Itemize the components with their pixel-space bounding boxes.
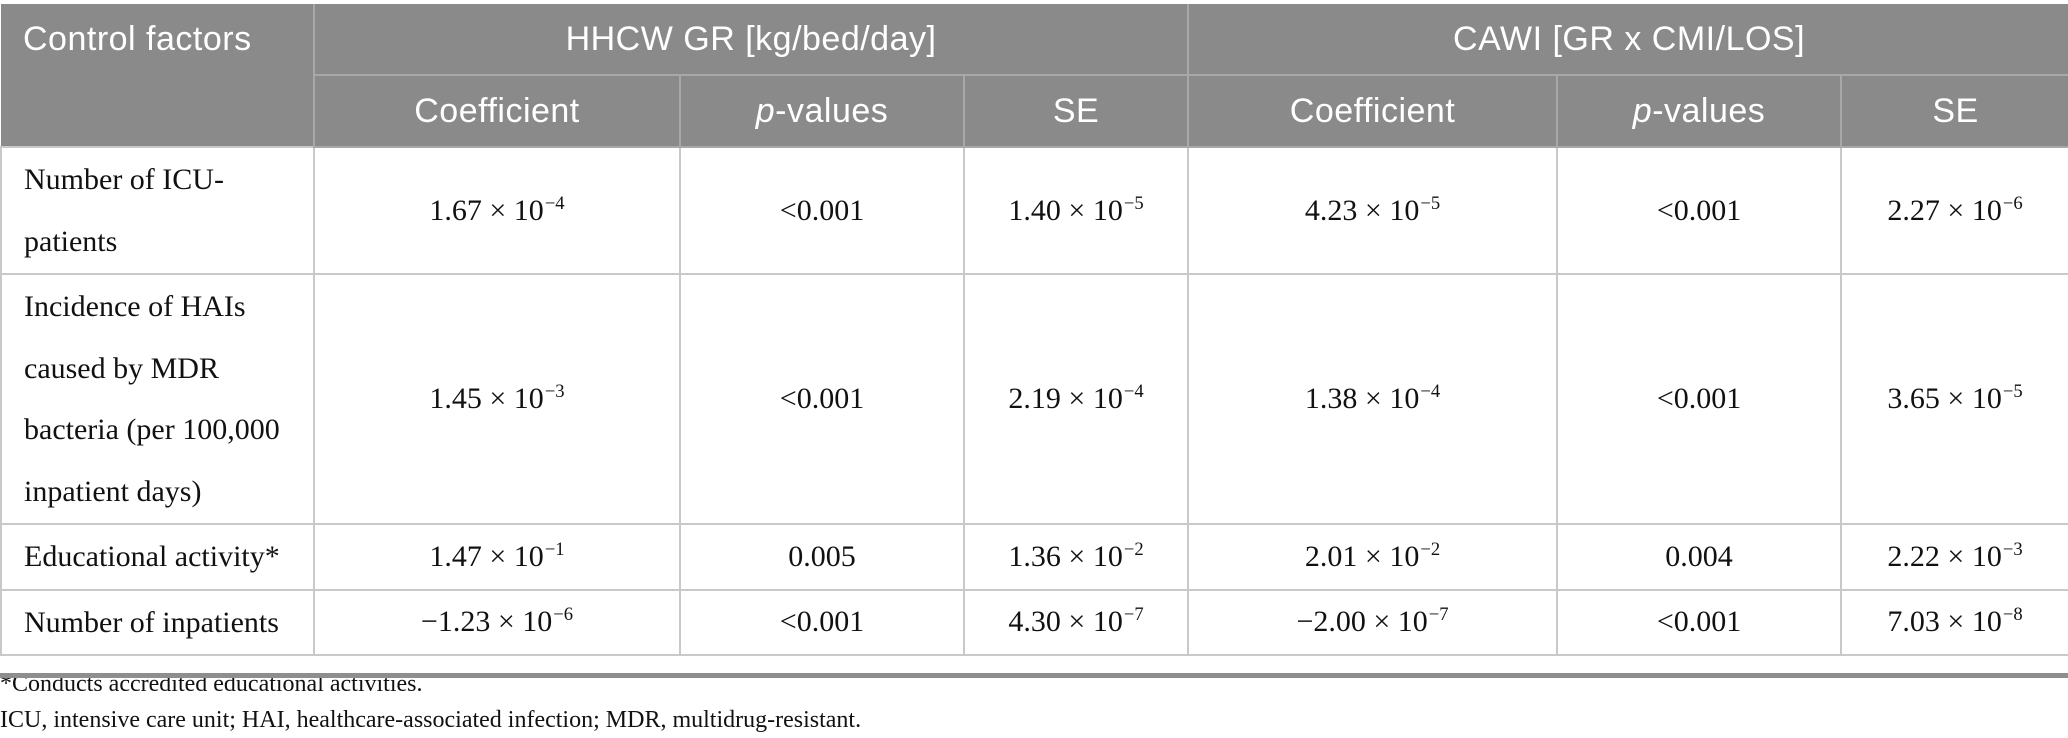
table-row: Incidence of HAIs caused by MDR bacteria… — [0, 273, 2068, 525]
subheader-hhcw-p-values: p-values — [679, 74, 965, 148]
value-exponent: −2 — [1123, 538, 1144, 560]
factor-cell: Number of ICU- patients — [0, 146, 315, 275]
value-text: 1.47 × 10 — [429, 539, 544, 573]
value-text: 2.22 × 10 — [1887, 539, 2002, 573]
value-exponent: −6 — [553, 604, 574, 626]
value-cell: <0.001 — [679, 588, 965, 656]
table-body: Number of ICU- patients 1.67 × 10−4 <0.001… — [0, 146, 2068, 656]
value-cell: 1.47 × 10−1 — [313, 523, 681, 591]
value-cell: 2.27 × 10−6 — [1840, 146, 2068, 275]
factor-cell: Educational activity* — [0, 523, 315, 591]
value-text: 4.23 × 10 — [1304, 193, 1420, 227]
bottom-rule — [0, 673, 2068, 678]
factor-cell: Number of inpatients — [0, 588, 315, 656]
subheader-hhcw-se: SE — [962, 74, 1190, 148]
control-factors-header: Control factors — [1, 4, 315, 147]
group-header-row: Control factors HHCW GR [kg/bed/day] CAW… — [1, 4, 2068, 147]
control-factors-table: Control factors HHCW GR [kg/bed/day] CAW… — [0, 4, 2068, 656]
value-cell: 1.40 × 10−5 — [962, 146, 1190, 275]
value-exponent: −6 — [2002, 192, 2023, 214]
value-text: 4.30 × 10 — [1008, 605, 1123, 639]
value-text: <0.001 — [1656, 605, 1742, 639]
value-cell: 4.23 × 10−5 — [1187, 146, 1559, 275]
value-text: 1.36 × 10 — [1008, 539, 1123, 573]
footnote-asterisk: *Conducts accredited educational activit… — [0, 671, 423, 697]
value-exponent: −3 — [544, 381, 565, 402]
value-cell: 2.22 × 10−3 — [1840, 523, 2068, 591]
value-cell: 0.004 — [1556, 523, 1843, 591]
value-text: 2.19 × 10 — [1008, 382, 1123, 415]
subheader-row: Coefficient p-values SE Coefficient p-va… — [1, 74, 2068, 148]
value-text: <0.001 — [1656, 193, 1742, 227]
value-text: 2.01 × 10 — [1304, 539, 1420, 573]
value-cell: <0.001 — [679, 273, 965, 525]
value-text: 1.38 × 10 — [1304, 382, 1420, 415]
value-exponent: −4 — [1123, 381, 1144, 402]
value-text: 1.45 × 10 — [429, 382, 544, 415]
regression-table-figure: Control factors HHCW GR [kg/bed/day] CAW… — [0, 4, 2068, 733]
value-exponent: −3 — [2002, 538, 2023, 560]
value-cell: 7.03 × 10−8 — [1840, 588, 2068, 656]
value-exponent: −1 — [544, 538, 565, 560]
value-exponent: −4 — [544, 192, 565, 214]
value-cell: 1.36 × 10−2 — [962, 523, 1190, 591]
value-exponent: −4 — [1420, 381, 1441, 402]
value-text: <0.001 — [779, 605, 865, 639]
value-text: <0.001 — [779, 193, 865, 227]
value-cell: 2.19 × 10−4 — [962, 273, 1190, 525]
value-exponent: −8 — [2002, 604, 2023, 626]
value-cell: 3.65 × 10−5 — [1840, 273, 2068, 525]
subheader-cawi-p-values: p-values — [1556, 74, 1843, 148]
subheader-italic-part: p — [755, 91, 776, 130]
subheader-label: Coefficient — [414, 91, 580, 130]
group-header-hhcw-gr: HHCW GR [kg/bed/day] — [312, 4, 1190, 76]
subheader-hhcw-coefficient: Coefficient — [313, 74, 681, 148]
value-cell: 1.38 × 10−4 — [1187, 273, 1559, 525]
subheader-cawi-se: SE — [1840, 74, 2068, 148]
value-cell: 1.67 × 10−4 — [313, 146, 681, 275]
subheader-cawi-coefficient: Coefficient — [1187, 74, 1559, 148]
value-cell: 0.005 — [679, 523, 965, 591]
table-row: Number of inpatients −1.23 × 10−6 <0.001 4.… — [0, 588, 2068, 656]
value-exponent: −5 — [1420, 192, 1441, 214]
subheader-label: SE — [1932, 91, 1979, 130]
value-text: <0.001 — [1656, 382, 1742, 415]
value-text: −2.00 × 10 — [1296, 605, 1428, 639]
value-text: <0.001 — [779, 382, 865, 415]
subheader-italic-part: p — [1632, 91, 1653, 130]
table-row: Educational activity* 1.47 × 10−1 0.005 1.3… — [0, 523, 2068, 591]
subheader-label: -values — [1652, 91, 1766, 130]
footnote-abbreviations: ICU, intensive care unit; HAI, healthcar… — [0, 707, 862, 733]
value-cell: <0.001 — [679, 146, 965, 275]
value-text: 0.004 — [1665, 539, 1733, 573]
value-cell: 2.01 × 10−2 — [1187, 523, 1559, 591]
value-exponent: −2 — [1420, 538, 1441, 560]
subheader-label: Coefficient — [1289, 91, 1456, 130]
value-cell: −2.00 × 10−7 — [1187, 588, 1559, 656]
value-cell: 1.45 × 10−3 — [313, 273, 681, 525]
value-text: 2.27 × 10 — [1887, 193, 2002, 227]
value-text: 0.005 — [788, 539, 856, 573]
group-header-cawi: CAWI [GR x CMI/LOS] — [1187, 4, 2068, 76]
table-header: Control factors HHCW GR [kg/bed/day] CAW… — [1, 4, 2068, 148]
value-exponent: −7 — [1428, 604, 1449, 626]
value-text: 1.40 × 10 — [1008, 193, 1123, 227]
value-cell: <0.001 — [1556, 588, 1843, 656]
value-text: 3.65 × 10 — [1887, 382, 2002, 415]
value-text: 1.67 × 10 — [429, 193, 544, 227]
value-cell: <0.001 — [1556, 273, 1843, 525]
value-exponent: −5 — [1123, 192, 1144, 214]
subheader-label: SE — [1052, 91, 1100, 130]
value-cell: <0.001 — [1556, 146, 1843, 275]
value-text: −1.23 × 10 — [420, 605, 553, 639]
value-cell: 4.30 × 10−7 — [962, 588, 1190, 656]
value-exponent: −5 — [2002, 381, 2023, 402]
value-text: 7.03 × 10 — [1887, 605, 2002, 639]
table-row: Number of ICU- patients 1.67 × 10−4 <0.001… — [0, 146, 2068, 275]
value-cell: −1.23 × 10−6 — [313, 588, 681, 656]
subheader-label: -values — [775, 91, 889, 130]
factor-cell: Incidence of HAIs caused by MDR bacteria… — [0, 273, 315, 525]
value-exponent: −7 — [1123, 604, 1144, 626]
